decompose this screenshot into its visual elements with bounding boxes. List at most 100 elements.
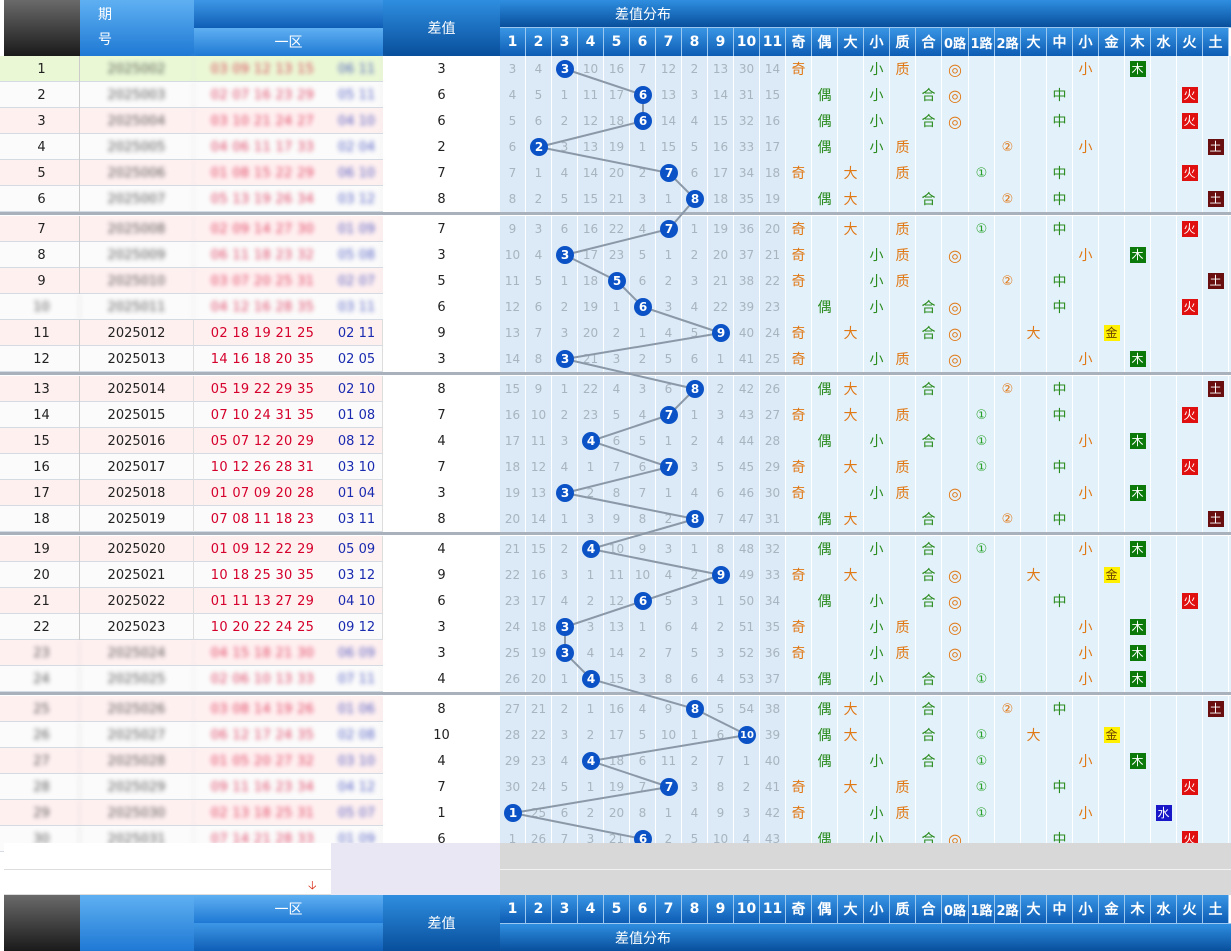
- attr-col-header-3[interactable]: 小: [864, 28, 890, 56]
- attr-big: 大: [838, 160, 864, 186]
- attr-r2: ②: [995, 696, 1021, 722]
- attr-col-header-1[interactable]: 偶: [812, 895, 838, 923]
- attr-r0: [942, 268, 969, 294]
- attr-col-header-13[interactable]: 木: [1125, 895, 1151, 923]
- footer-zone1-header[interactable]: 一区: [194, 895, 383, 923]
- attr-col-header-10[interactable]: 中: [1047, 895, 1073, 923]
- attr-col-header-5[interactable]: 合: [916, 895, 942, 923]
- attr-col-header-16[interactable]: 土: [1203, 895, 1229, 923]
- diff-header[interactable]: 差值: [383, 0, 500, 56]
- dist-col-header-7[interactable]: 7: [656, 28, 682, 56]
- row-period: 2025015: [80, 402, 194, 428]
- attr-comp: 合: [916, 82, 942, 108]
- attr-big: [838, 480, 864, 506]
- dist-col-header-5[interactable]: 5: [604, 895, 630, 923]
- attr-col-header-11[interactable]: 小: [1073, 28, 1099, 56]
- row-blue-balls: 08 12: [331, 428, 383, 454]
- row-red-balls: 10 18 25 30 35: [210, 567, 315, 583]
- attr-r1: [969, 562, 995, 588]
- dist-col-header-6[interactable]: 6: [630, 895, 656, 923]
- row-blue-balls: 03 10: [331, 748, 383, 774]
- attr-element-slot: [1177, 56, 1203, 82]
- attr-r0: [942, 186, 969, 212]
- attr-col-header-6[interactable]: 0路: [942, 895, 969, 923]
- attr-small: [864, 376, 890, 402]
- dist-col-header-4[interactable]: 4: [578, 895, 604, 923]
- attr-col-header-0[interactable]: 奇: [786, 895, 812, 923]
- attr-r0: [942, 666, 969, 692]
- attr-tm: 中: [1047, 82, 1073, 108]
- row-seq: 9: [4, 268, 80, 294]
- row-red-balls: 01 09 12 22 29: [210, 541, 315, 557]
- dist-col-header-11[interactable]: 11: [760, 895, 786, 923]
- footer-period-header: [80, 895, 194, 951]
- attr-col-header-11[interactable]: 小: [1073, 895, 1099, 923]
- attr-comp: 合: [916, 722, 942, 748]
- dist-col-header-2[interactable]: 2: [526, 28, 552, 56]
- dist-col-header-3[interactable]: 3: [552, 28, 578, 56]
- down-arrow-icon[interactable]: 🡣: [308, 878, 317, 892]
- dist-col-header-1[interactable]: 1: [500, 28, 526, 56]
- attr-col-header-1[interactable]: 偶: [812, 28, 838, 56]
- attr-col-header-15[interactable]: 火: [1177, 895, 1203, 923]
- dist-col-header-9[interactable]: 9: [708, 895, 734, 923]
- attr-col-header-8[interactable]: 2路: [995, 895, 1021, 923]
- attr-big: [838, 614, 864, 640]
- attr-col-header-13[interactable]: 木: [1125, 28, 1151, 56]
- attr-col-header-6[interactable]: 0路: [942, 28, 969, 56]
- attr-col-header-9[interactable]: 大: [1021, 28, 1047, 56]
- dist-col-header-5[interactable]: 5: [604, 28, 630, 56]
- attr-r1: [969, 82, 995, 108]
- dist-header: 差值分布: [500, 0, 786, 28]
- attr-col-header-4[interactable]: 质: [890, 28, 916, 56]
- dist-col-header-7[interactable]: 7: [656, 895, 682, 923]
- row-diff-value: 7: [383, 454, 500, 480]
- dist-col-header-11[interactable]: 11: [760, 28, 786, 56]
- dist-col-header-10[interactable]: 10: [734, 28, 760, 56]
- attr-col-header-16[interactable]: 土: [1203, 28, 1229, 56]
- attr-small: [864, 454, 890, 480]
- attr-small: [864, 320, 890, 346]
- row-seq: 19: [4, 536, 80, 562]
- attr-col-header-3[interactable]: 小: [864, 895, 890, 923]
- attr-r2: [995, 666, 1021, 692]
- dist-col-header-1[interactable]: 1: [500, 895, 526, 923]
- attr-col-header-7[interactable]: 1路: [969, 28, 995, 56]
- dist-col-header-8[interactable]: 8: [682, 28, 708, 56]
- dist-col-header-9[interactable]: 9: [708, 28, 734, 56]
- attr-col-header-5[interactable]: 合: [916, 28, 942, 56]
- attr-col-header-9[interactable]: 大: [1021, 895, 1047, 923]
- dist-col-header-8[interactable]: 8: [682, 895, 708, 923]
- zone1-header[interactable]: 一区: [194, 28, 383, 56]
- attr-col-header-4[interactable]: 质: [890, 895, 916, 923]
- attr-col-header-8[interactable]: 2路: [995, 28, 1021, 56]
- period-header[interactable]: 期 号: [80, 0, 194, 56]
- dist-col-header-10[interactable]: 10: [734, 895, 760, 923]
- row-blue-balls: 09 12: [331, 614, 383, 640]
- attr-tb: [1021, 536, 1047, 562]
- attr-col-header-15[interactable]: 火: [1177, 28, 1203, 56]
- footer-diff-header[interactable]: 差值: [383, 895, 500, 951]
- attr-prime: [890, 506, 916, 532]
- dist-col-header-6[interactable]: 6: [630, 28, 656, 56]
- attr-col-header-10[interactable]: 中: [1047, 28, 1073, 56]
- attr-col-header-14[interactable]: 水: [1151, 895, 1177, 923]
- attr-col-header-12[interactable]: 金: [1099, 28, 1125, 56]
- dist-col-header-4[interactable]: 4: [578, 28, 604, 56]
- element-badge-tu: 土: [1207, 139, 1224, 155]
- dist-col-header-3[interactable]: 3: [552, 895, 578, 923]
- attr-col-header-2[interactable]: 大: [838, 895, 864, 923]
- attr-element-slot: [1203, 160, 1229, 186]
- attr-col-header-14[interactable]: 水: [1151, 28, 1177, 56]
- attr-col-header-12[interactable]: 金: [1099, 895, 1125, 923]
- attr-col-header-7[interactable]: 1路: [969, 895, 995, 923]
- attr-r2: ②: [995, 506, 1021, 532]
- attr-col-header-0[interactable]: 奇: [786, 28, 812, 56]
- row-seq: 25: [4, 696, 80, 722]
- attr-col-header-2[interactable]: 大: [838, 28, 864, 56]
- attr-header: [786, 0, 1231, 28]
- dist-col-header-2[interactable]: 2: [526, 895, 552, 923]
